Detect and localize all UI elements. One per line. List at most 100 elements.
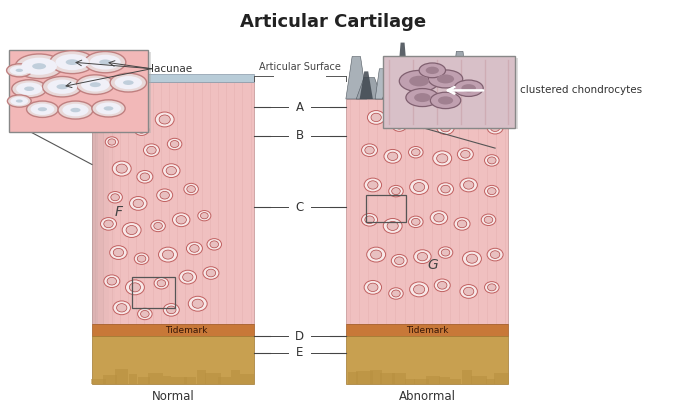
Ellipse shape	[117, 304, 127, 312]
Ellipse shape	[138, 308, 152, 320]
Ellipse shape	[126, 225, 137, 234]
Ellipse shape	[155, 112, 174, 127]
Ellipse shape	[130, 197, 147, 210]
Ellipse shape	[389, 186, 403, 197]
Ellipse shape	[207, 239, 221, 250]
Ellipse shape	[9, 66, 29, 75]
Ellipse shape	[110, 246, 127, 259]
Ellipse shape	[434, 214, 444, 222]
Ellipse shape	[38, 107, 47, 111]
Polygon shape	[360, 71, 373, 99]
Bar	[414, 379, 429, 383]
Ellipse shape	[364, 216, 374, 224]
Ellipse shape	[170, 141, 179, 147]
Bar	[92, 82, 103, 324]
Ellipse shape	[122, 222, 141, 237]
Ellipse shape	[412, 218, 420, 225]
Polygon shape	[462, 76, 483, 99]
Ellipse shape	[154, 222, 163, 229]
Ellipse shape	[159, 115, 170, 124]
Ellipse shape	[16, 69, 23, 72]
Text: Articular Cartilage: Articular Cartilage	[240, 13, 426, 31]
Ellipse shape	[137, 171, 153, 183]
Ellipse shape	[441, 249, 450, 256]
Ellipse shape	[207, 269, 216, 277]
Ellipse shape	[438, 247, 453, 258]
Ellipse shape	[384, 149, 402, 163]
Polygon shape	[438, 60, 456, 99]
Ellipse shape	[437, 281, 447, 289]
Ellipse shape	[431, 92, 461, 109]
Bar	[462, 370, 472, 383]
Ellipse shape	[90, 55, 121, 70]
Ellipse shape	[104, 220, 113, 228]
Ellipse shape	[47, 80, 77, 94]
Bar	[92, 337, 254, 383]
Ellipse shape	[190, 244, 199, 252]
Ellipse shape	[154, 278, 169, 289]
Ellipse shape	[210, 241, 219, 248]
Bar	[486, 379, 495, 383]
Bar	[380, 373, 395, 383]
Text: E: E	[296, 347, 303, 359]
Ellipse shape	[454, 217, 470, 230]
Polygon shape	[452, 51, 468, 99]
Text: lacunae: lacunae	[151, 63, 192, 74]
Ellipse shape	[419, 63, 446, 78]
Ellipse shape	[368, 283, 378, 291]
Ellipse shape	[92, 100, 125, 117]
Ellipse shape	[184, 183, 198, 195]
Text: Tidemark: Tidemark	[165, 326, 207, 335]
Bar	[132, 277, 175, 308]
Ellipse shape	[140, 310, 149, 317]
Ellipse shape	[412, 149, 420, 156]
Ellipse shape	[487, 157, 496, 164]
Ellipse shape	[481, 214, 495, 225]
Ellipse shape	[364, 178, 381, 192]
Ellipse shape	[70, 108, 80, 112]
Ellipse shape	[368, 181, 378, 189]
Text: D: D	[295, 330, 304, 343]
Ellipse shape	[81, 78, 109, 92]
Ellipse shape	[487, 188, 496, 195]
Polygon shape	[432, 59, 446, 99]
Bar	[348, 371, 358, 383]
Bar	[92, 82, 109, 324]
Ellipse shape	[466, 254, 477, 263]
Polygon shape	[477, 74, 494, 99]
Ellipse shape	[392, 254, 407, 267]
Ellipse shape	[460, 285, 477, 298]
Ellipse shape	[371, 113, 381, 122]
Ellipse shape	[166, 166, 176, 175]
Ellipse shape	[167, 306, 176, 314]
Ellipse shape	[392, 120, 406, 131]
Ellipse shape	[392, 188, 400, 195]
Bar	[232, 370, 240, 383]
Ellipse shape	[183, 273, 193, 281]
Ellipse shape	[438, 96, 453, 105]
Ellipse shape	[108, 139, 115, 145]
Ellipse shape	[110, 110, 127, 124]
Ellipse shape	[464, 287, 474, 295]
Ellipse shape	[144, 144, 159, 156]
Ellipse shape	[395, 257, 404, 264]
Ellipse shape	[107, 277, 117, 285]
Ellipse shape	[485, 282, 499, 293]
Bar	[471, 376, 487, 383]
Bar	[383, 56, 515, 128]
Ellipse shape	[410, 282, 429, 297]
Ellipse shape	[441, 185, 450, 193]
Ellipse shape	[462, 251, 481, 266]
Ellipse shape	[76, 75, 114, 95]
Bar	[405, 379, 415, 383]
Ellipse shape	[487, 248, 503, 261]
Ellipse shape	[110, 73, 146, 92]
Ellipse shape	[430, 211, 448, 225]
Ellipse shape	[437, 183, 454, 195]
Ellipse shape	[126, 280, 144, 295]
Bar	[370, 369, 382, 383]
Text: Tidemark: Tidemark	[406, 326, 449, 335]
Bar	[218, 377, 231, 383]
Ellipse shape	[137, 255, 146, 262]
Text: clustered chondrocytes: clustered chondrocytes	[520, 85, 643, 95]
